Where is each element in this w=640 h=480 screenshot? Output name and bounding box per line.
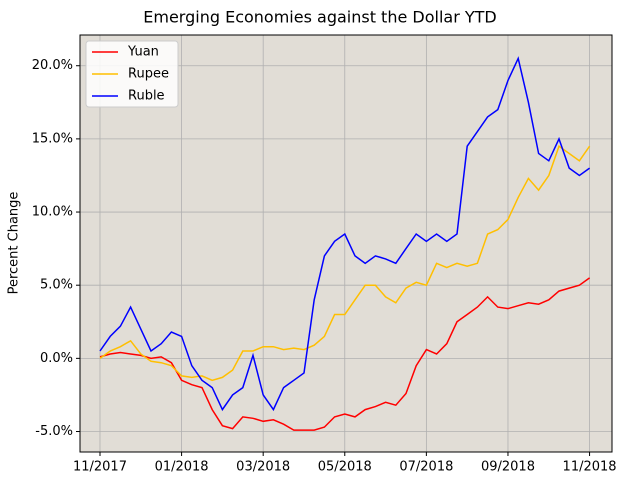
legend-label: Yuan [127, 45, 159, 60]
x-tick-label: 05/2018 [318, 460, 372, 475]
x-tick-label: 11/2018 [563, 460, 617, 475]
legend-label: Rupee [128, 67, 169, 82]
y-tick-label: 0.0% [40, 351, 73, 366]
y-tick-label: -5.0% [35, 424, 73, 439]
x-tick-label: 07/2018 [399, 460, 453, 475]
y-axis-label: Percent Change [7, 192, 22, 295]
series-line [99, 56, 591, 412]
y-tick-label: 15.0% [32, 131, 73, 146]
legend-label: Ruble [128, 89, 165, 104]
x-tick-label: 09/2018 [481, 460, 535, 475]
series-line [99, 277, 591, 431]
series-line [99, 145, 591, 382]
y-tick-label: 10.0% [32, 205, 73, 220]
y-tick-label: 5.0% [40, 278, 73, 293]
x-tick-label: 01/2018 [155, 460, 209, 475]
plot-frame [79, 34, 613, 453]
x-tick-label: 03/2018 [236, 460, 290, 475]
legend: Yuan Rupee Ruble [85, 40, 179, 108]
y-tick-label: 20.0% [32, 58, 73, 73]
legend-box [85, 40, 179, 108]
chart-title: Emerging Economies against the Dollar YT… [143, 8, 496, 27]
x-tick-label: 11/2017 [73, 460, 127, 475]
